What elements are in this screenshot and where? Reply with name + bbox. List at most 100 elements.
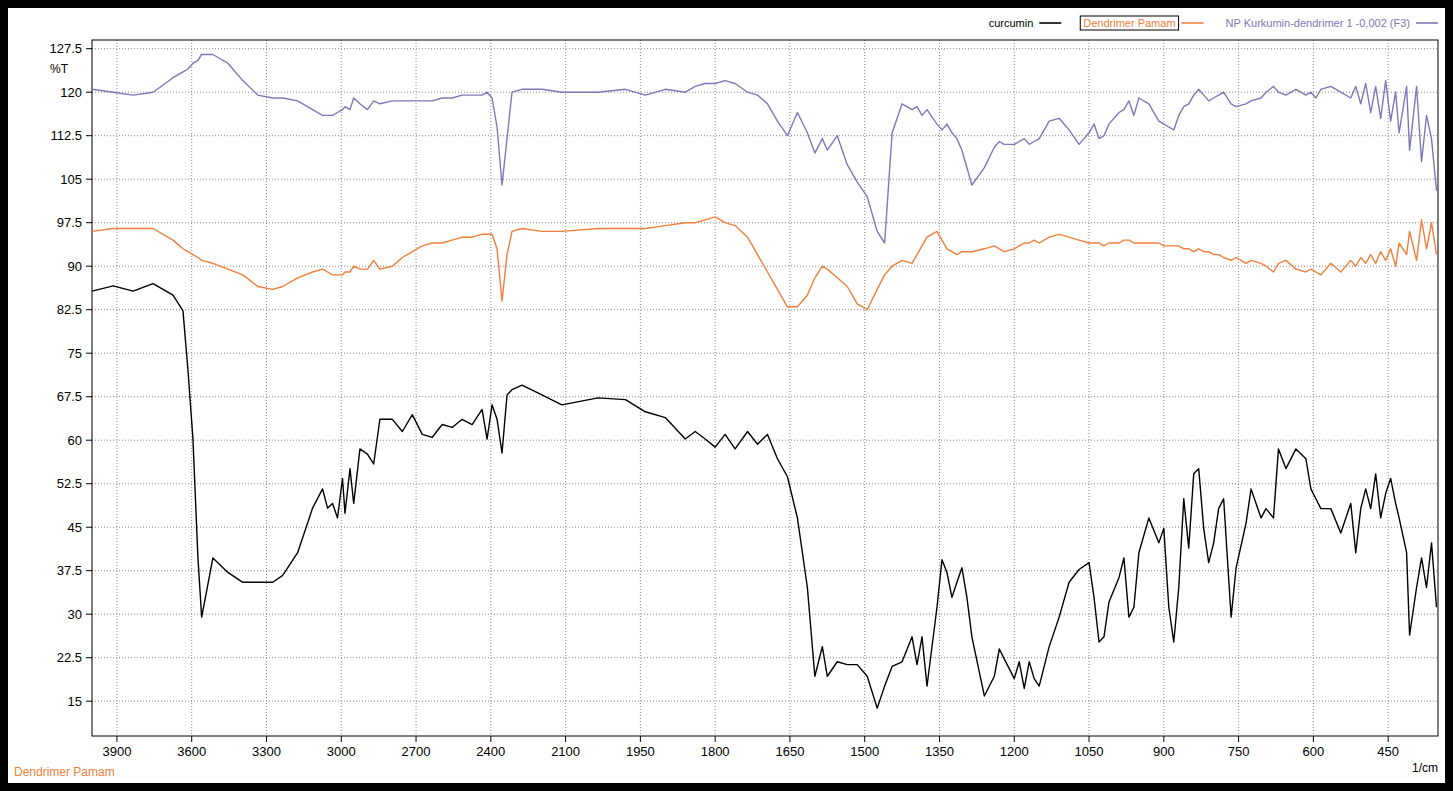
grid-line [864,40,865,736]
legend-label: curcumin [989,17,1034,29]
grid-line [92,527,1438,528]
grid-line [92,396,1438,397]
legend-label: Dendrimer Pamam [1083,17,1175,29]
tick [1089,736,1090,742]
chart: 1522.53037.54552.56067.57582.59097.51051… [0,0,1453,791]
tick [86,353,92,354]
grid-line [92,483,1438,484]
series-group [92,55,1437,709]
legend-swatch [1416,22,1438,24]
tick [266,736,267,742]
grid-line [92,179,1438,180]
tick-label: 2100 [551,744,580,759]
tick-label: 15 [68,694,82,709]
tick [86,92,92,93]
tick [86,396,92,397]
tick [86,222,92,223]
tick [191,736,192,742]
tick [1163,736,1164,742]
grid-line [939,40,940,736]
legend-highlight [1080,16,1178,30]
tick [341,736,342,742]
grid-line [1163,40,1164,736]
tick-label: 1050 [1075,744,1104,759]
tick-label: 127.5 [49,41,82,56]
tick [86,179,92,180]
tick-label: 3000 [327,744,356,759]
tick-label: 1650 [775,744,804,759]
tick [1238,736,1239,742]
tick-label: 900 [1153,744,1175,759]
tick-label: 450 [1377,744,1399,759]
annotation: Dendrimer Pamam [14,765,115,779]
legend-label: NP Kurkumin-dendrimer 1 -0,002 (F3) [1226,17,1410,29]
tick [640,736,641,742]
tick-label: 120 [60,85,82,100]
grid-line [341,40,342,736]
grid-line [92,48,1438,49]
grid-line [116,40,117,736]
tick-label: 22.5 [57,650,82,665]
tick-label: 30 [68,607,82,622]
tick-label: 60 [68,433,82,448]
y-axis-title: %T [50,62,69,76]
tick-label: 112.5 [50,128,82,143]
tick-label: 45 [68,520,82,535]
tick-label: 90 [68,259,82,274]
tick [86,614,92,615]
tick [490,736,491,742]
tick [116,736,117,742]
x-axis-title: 1/cm [1412,761,1438,775]
grid-line [191,40,192,736]
grid-line [92,309,1438,310]
grid-line [1388,40,1389,736]
tick [86,266,92,267]
grid-line [92,657,1438,658]
tick [715,736,716,742]
tick [86,440,92,441]
tick [86,483,92,484]
tick [86,48,92,49]
tick-label: 2400 [476,744,505,759]
grid-line [92,222,1438,223]
tick [565,736,566,742]
tick [86,701,92,702]
tick-label: 75 [68,346,82,361]
tick [86,657,92,658]
tick [1388,736,1389,742]
tick-label: 1800 [701,744,730,759]
grid-line [565,40,566,736]
tick-label: 1950 [626,744,655,759]
tick [864,736,865,742]
background [0,0,1453,791]
axes: 1522.53037.54552.56067.57582.59097.51051… [49,40,1438,775]
spectrum-line [92,217,1437,310]
tick-label: 37.5 [57,563,82,578]
tick-label: 105 [60,172,82,187]
tick [1014,736,1015,742]
grid-line [92,92,1438,93]
grid-line [92,614,1438,615]
tick-label: 67.5 [57,389,82,404]
grid-line [1089,40,1090,736]
spectrum-line [92,284,1437,709]
grid-line [1238,40,1239,736]
grid-line [789,40,790,736]
tick [939,736,940,742]
plot-frame [92,40,1438,736]
grid-line [92,135,1438,136]
grid-line [490,40,491,736]
tick-label: 1200 [1000,744,1029,759]
tick-label: 82.5 [57,302,82,317]
tick-label: 3900 [102,744,131,759]
page [8,8,1445,783]
tick-label: 3600 [177,744,206,759]
legend-swatch [1182,22,1204,24]
grid-line [1313,40,1314,736]
tick [86,527,92,528]
tick [416,736,417,742]
grid-line [92,353,1438,354]
tick-label: 2700 [402,744,431,759]
grid-line [640,40,641,736]
tick [86,570,92,571]
